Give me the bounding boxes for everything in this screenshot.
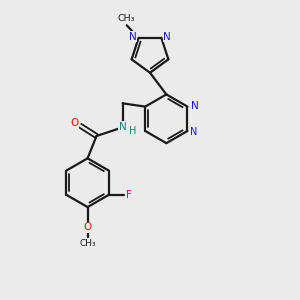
- Text: N: N: [119, 122, 127, 132]
- Text: CH₃: CH₃: [117, 14, 135, 23]
- Text: CH₃: CH₃: [79, 239, 96, 248]
- Text: H: H: [129, 126, 137, 136]
- Text: F: F: [126, 190, 132, 200]
- Text: N: N: [129, 32, 136, 42]
- Text: O: O: [83, 222, 92, 232]
- Text: N: N: [190, 127, 198, 136]
- Text: O: O: [71, 118, 79, 128]
- Text: N: N: [164, 32, 171, 42]
- Text: N: N: [191, 101, 199, 111]
